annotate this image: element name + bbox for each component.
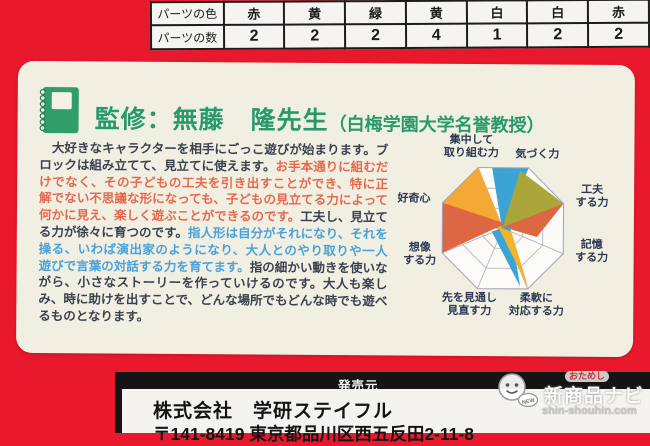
card-title-row: 監修：無藤 隆先生 （白梅学園大学名誉教授） [35, 85, 545, 139]
parts-count-cell: 2 [345, 23, 406, 49]
watermark-url: shin-shouhin.com [542, 405, 637, 417]
radar-outline [441, 167, 565, 290]
parts-color-cell: 赤 [588, 0, 649, 24]
radar-axis-concentration: 集中して 取り組む力 [443, 133, 499, 159]
parts-table: パーツの色 赤 黄 緑 黄 白 白 赤 パーツの数 2 2 2 4 1 2 2 [149, 0, 650, 51]
svg-text:NEW: NEW [522, 398, 537, 407]
parts-color-cell: 黄 [405, 0, 467, 24]
parts-color-cell: 白 [527, 0, 589, 24]
parts-count-cell: 2 [588, 22, 650, 48]
parts-color-cell: 赤 [223, 1, 285, 25]
radar-axis-curiosity: 好奇心 [397, 192, 431, 205]
radar-fills [442, 167, 564, 289]
parts-count-cell: 4 [405, 23, 467, 48]
parts-color-cell: 緑 [344, 0, 406, 25]
company-box: 株式会社 学研ステイフル 〒141-8419 東京都品川区西五反田2-11-8 [122, 389, 650, 444]
parts-color-row-label: パーツの色 [150, 1, 224, 26]
radar-axis-memory: 記憶 する力 [575, 238, 609, 264]
supervisor-affiliation: （白梅学園大学名誉教授） [328, 114, 545, 136]
watermark-site-name: 新商品ナビ [544, 386, 645, 407]
company-address: 〒141-8419 東京都品川区西五反田2-11-8 [153, 424, 474, 444]
radar-fill-olive [501, 170, 564, 231]
publisher-block: 発売元 株式会社 学研ステイフル 〒141-8419 東京都品川区西五反田2-1… [115, 372, 650, 444]
parts-count-cell: 2 [284, 24, 346, 49]
radar-fill-vermillion-left [442, 202, 506, 253]
radar-axis-noticing: 気づく力 [515, 148, 560, 161]
radar-fill-blue-bottom [491, 226, 521, 287]
radar-axis-flexibility: 柔軟に 対応する力 [508, 292, 564, 318]
table-row: パーツの数 2 2 2 4 1 2 2 [151, 22, 650, 50]
table-row: パーツの色 赤 黄 緑 黄 白 白 赤 [150, 0, 649, 26]
radar-fill-amber [442, 167, 505, 233]
parts-color-cell: 黄 [284, 1, 346, 25]
package-photo: { "parts_table": { "color_row_label": "パ… [15, 0, 650, 444]
supervisor-title: 監修：無藤 隆先生 [94, 105, 329, 136]
parts-count-cell: 2 [527, 23, 589, 48]
radar-fill-vermillion-right [502, 203, 564, 237]
supervisor-card: 監修：無藤 隆先生 （白梅学園大学名誉教授） 大好きなキャラクターを相手にごっこ… [15, 60, 636, 358]
mascot-icon: NEW [498, 373, 539, 408]
radar-axis-imagination: 想像 する力 [403, 241, 437, 267]
watermark-tagline: おためし [565, 371, 610, 382]
radar-axis-foresight: 先を見通し 見直す力 [441, 291, 497, 317]
parts-count-cell: 1 [466, 23, 528, 48]
parts-count-row-label: パーツの数 [151, 24, 224, 50]
description-paragraph: 大好きなキャラクターを相手にごっこ遊びが始まります。ブロックは組み立てて、見立て… [38, 140, 388, 327]
company-name: 株式会社 学研ステイフル [153, 401, 394, 422]
radar-axis-ingenuity: 工夫 する力 [575, 183, 609, 209]
parts-color-cell: 白 [466, 0, 528, 24]
notebook-icon [39, 87, 79, 134]
site-watermark: NEW おためし 新商品ナビ shin-shouhin.com [493, 365, 650, 427]
radar-chart [441, 167, 565, 290]
parts-count-cell: 2 [223, 24, 285, 49]
